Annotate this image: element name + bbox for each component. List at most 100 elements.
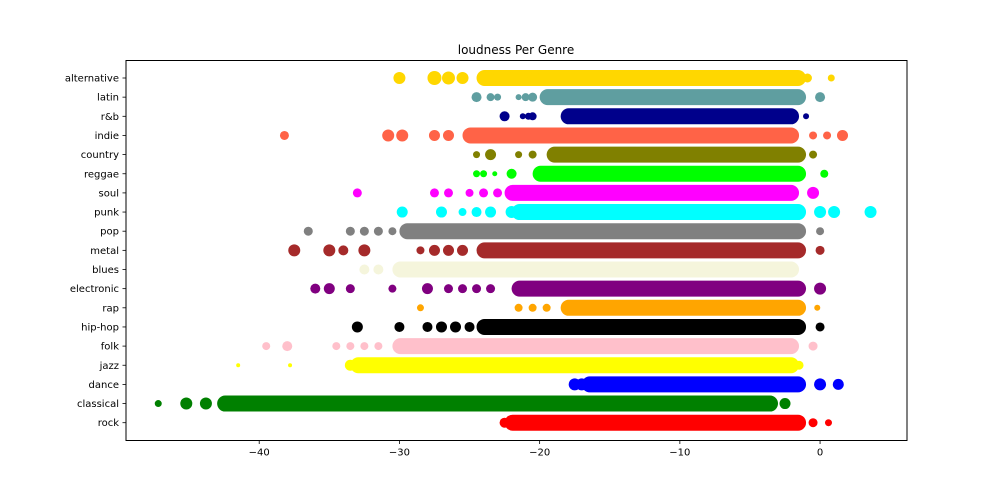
data-point xyxy=(505,206,518,219)
series-alternative xyxy=(393,70,835,86)
data-point xyxy=(374,342,383,351)
point-band xyxy=(560,299,807,316)
data-point xyxy=(262,342,271,351)
data-point xyxy=(815,92,826,103)
data-point xyxy=(332,342,341,351)
data-point xyxy=(246,398,258,410)
y-tick-label: rap xyxy=(102,303,119,314)
data-point xyxy=(346,342,355,351)
data-point xyxy=(421,283,433,295)
y-tick-label: electronic xyxy=(70,284,119,295)
data-point xyxy=(428,244,440,256)
series-blues xyxy=(359,261,800,278)
data-point xyxy=(373,226,383,236)
plot-frame xyxy=(125,60,908,441)
y-tick-label: punk xyxy=(94,208,119,219)
data-point xyxy=(471,207,482,218)
data-point xyxy=(442,244,454,256)
point-band xyxy=(392,261,800,278)
data-point xyxy=(528,303,537,312)
data-point xyxy=(479,188,489,198)
point-band xyxy=(217,395,779,412)
x-tick-label: 0 xyxy=(817,448,823,459)
data-point xyxy=(534,73,545,83)
y-tick-label: alternative xyxy=(65,74,119,85)
data-point xyxy=(351,321,363,333)
y-tick-label: rock xyxy=(98,418,120,429)
data-point xyxy=(807,186,820,199)
series-latin xyxy=(471,89,826,106)
data-point xyxy=(814,304,821,311)
data-point xyxy=(154,400,162,408)
series-country xyxy=(473,146,818,163)
data-point xyxy=(528,150,537,159)
data-point xyxy=(527,417,538,428)
series-metal xyxy=(288,242,825,259)
series-dance xyxy=(568,376,844,393)
point-band xyxy=(581,376,807,393)
data-point xyxy=(338,245,349,256)
data-point xyxy=(513,417,525,429)
data-point xyxy=(450,321,462,333)
point-band xyxy=(546,146,807,163)
data-point xyxy=(486,93,495,102)
data-point xyxy=(393,72,406,84)
data-point xyxy=(808,341,818,351)
y-tick-label: pop xyxy=(100,227,119,238)
point-band xyxy=(399,223,807,240)
data-point xyxy=(527,73,538,83)
series-hip-hop xyxy=(351,318,825,335)
data-point xyxy=(499,417,510,428)
data-point xyxy=(816,227,825,236)
data-point xyxy=(373,264,384,275)
data-point xyxy=(514,303,523,312)
data-point xyxy=(442,129,454,141)
data-point xyxy=(473,151,481,159)
data-point xyxy=(486,284,496,294)
data-point xyxy=(815,322,825,332)
data-point xyxy=(471,92,482,103)
point-band xyxy=(532,165,807,182)
data-point xyxy=(477,72,490,84)
data-point xyxy=(435,206,447,218)
series-electronic xyxy=(310,280,827,297)
data-point xyxy=(803,113,810,120)
data-point xyxy=(820,169,829,178)
data-point xyxy=(288,363,293,368)
data-point xyxy=(494,93,502,101)
series-r-b xyxy=(499,108,810,125)
plot-marks xyxy=(154,70,877,431)
data-point xyxy=(345,284,355,294)
series-classical xyxy=(154,395,791,412)
point-band xyxy=(511,280,807,297)
data-point xyxy=(864,206,877,219)
data-point xyxy=(323,244,336,257)
series-jazz xyxy=(236,357,804,374)
y-axis: alternative latin r&b indie country reggae sou… xyxy=(65,74,126,429)
y-tick-label: metal xyxy=(90,246,119,257)
point-band xyxy=(350,357,800,374)
data-point xyxy=(443,284,453,294)
data-point xyxy=(323,283,335,295)
data-point xyxy=(388,284,397,293)
data-point xyxy=(458,208,467,217)
data-point xyxy=(473,170,481,178)
point-band xyxy=(476,70,807,86)
y-tick-label: classical xyxy=(77,399,119,410)
data-point xyxy=(358,244,371,257)
point-band xyxy=(504,414,807,431)
data-point xyxy=(506,168,517,179)
data-point xyxy=(443,188,453,198)
data-point xyxy=(428,129,440,141)
data-point xyxy=(515,94,522,101)
data-point xyxy=(808,418,818,428)
data-point xyxy=(464,321,475,332)
data-point xyxy=(429,188,439,198)
data-point xyxy=(345,226,355,236)
data-point xyxy=(814,206,827,219)
y-tick-label: indie xyxy=(95,131,119,142)
point-band xyxy=(476,242,807,259)
point-band xyxy=(539,89,807,106)
data-point xyxy=(528,92,538,102)
data-point xyxy=(492,72,504,84)
